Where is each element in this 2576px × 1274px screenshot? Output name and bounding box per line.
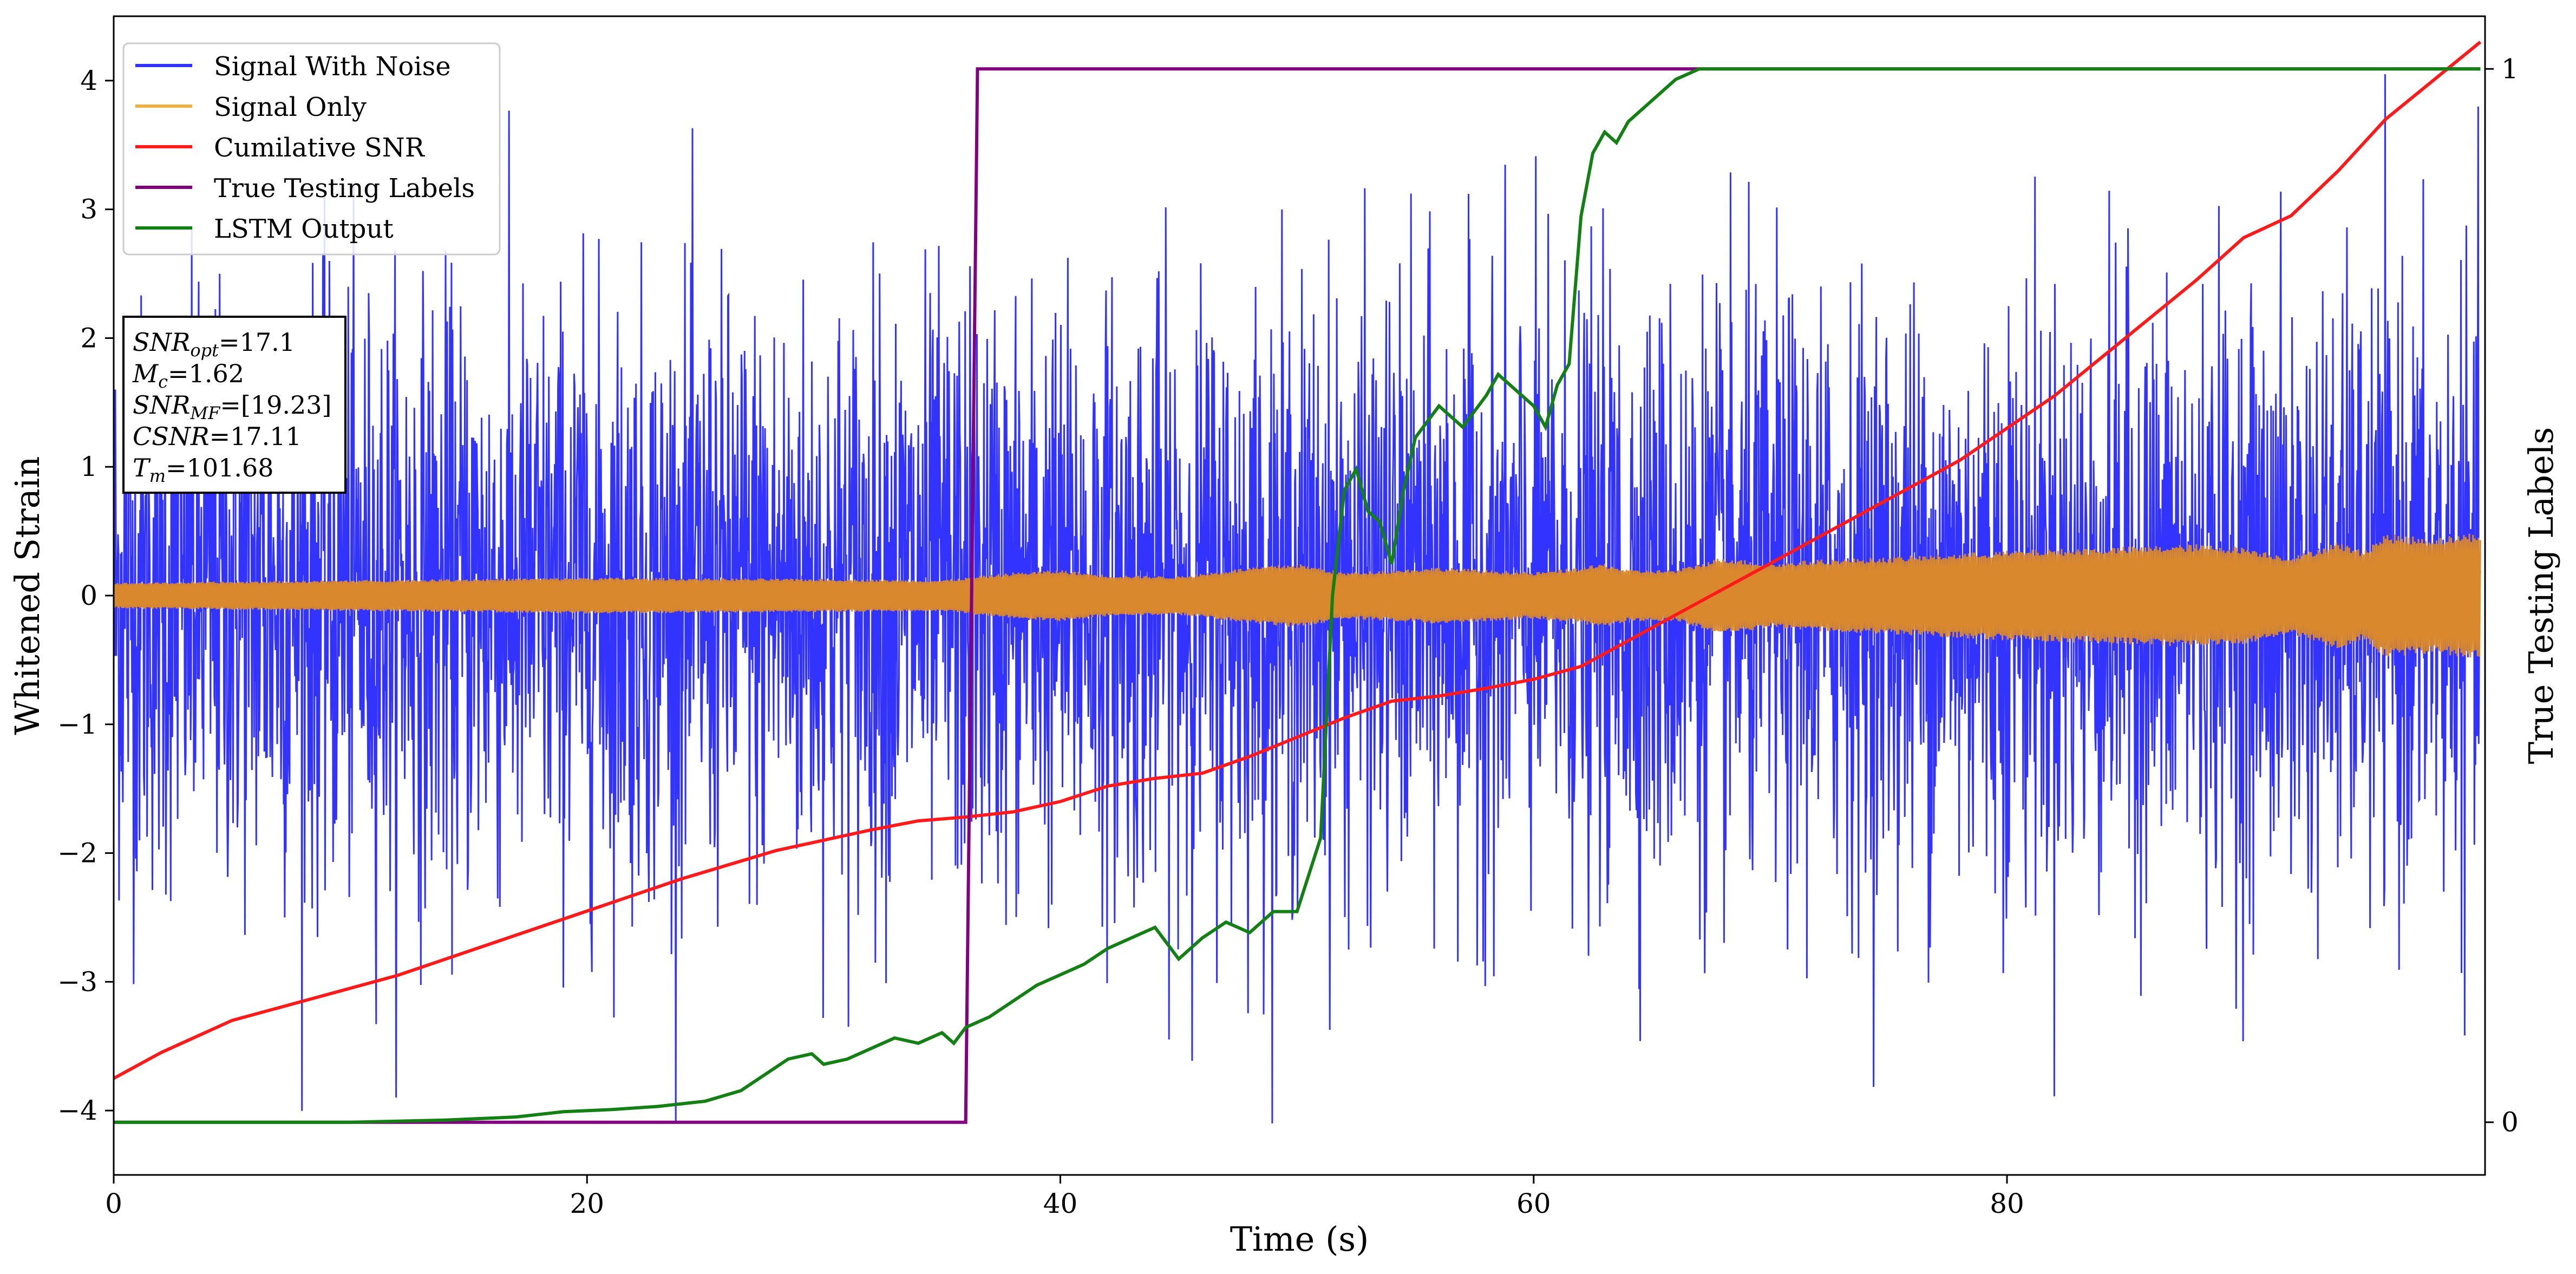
lstm-output-line xyxy=(114,67,2481,1124)
right-y-axis-label: True Testing Labels xyxy=(2521,427,2561,765)
x-tick-label: 0 xyxy=(105,1188,122,1219)
lstm-output-series xyxy=(114,67,2481,1124)
annotation-line: CSNR=17.11 xyxy=(133,422,302,451)
annotation-line: Mc=1.62 xyxy=(132,359,244,392)
legend-label: Signal Only xyxy=(214,92,367,122)
y-tick-label: −2 xyxy=(57,838,97,869)
parameter-annotation-box: SNRopt=17.1Mc=1.62SNRMF=[19.23]CSNR=17.1… xyxy=(122,316,346,494)
annotation-line: SNRopt=17.1 xyxy=(133,328,295,361)
annotation-line: SNRMF=[19.23] xyxy=(133,390,332,423)
plot-area xyxy=(113,15,2486,1176)
y-tick-label: −3 xyxy=(57,966,97,997)
y-tick-label: 0 xyxy=(80,580,97,611)
cumulative-snr-line xyxy=(113,41,2482,1080)
y-axis-label: Whitened Strain xyxy=(8,456,47,735)
x-tick-label: 80 xyxy=(1990,1188,2024,1219)
y-tick-label: 4 xyxy=(80,65,97,96)
legend-label: Signal With Noise xyxy=(214,51,451,82)
x-tick-label: 40 xyxy=(1043,1188,1078,1219)
x-axis-label: Time (s) xyxy=(1230,1219,1369,1259)
x-axis-ticks: 0 20 40 60 80 xyxy=(105,1175,2024,1219)
y-tick-label: −1 xyxy=(57,709,97,740)
y-tick-label: 1 xyxy=(80,451,97,482)
legend: Signal With Noise Signal Only Cumilative S… xyxy=(122,42,501,256)
cumulative-snr-series xyxy=(113,41,2482,1080)
y-tick-label: 2 xyxy=(80,322,97,354)
legend-box xyxy=(122,42,501,256)
x-tick-label: 60 xyxy=(1516,1188,1551,1219)
right-y-axis-ticks: 01 xyxy=(2485,53,2519,1138)
legend-label: True Testing Labels xyxy=(214,173,475,204)
legend-label: Cumilative SNR xyxy=(214,133,426,163)
x-tick-label: 20 xyxy=(570,1188,604,1219)
signal-only-line xyxy=(113,533,2481,658)
right-y-tick-label: 0 xyxy=(2501,1107,2519,1138)
y-tick-label: 3 xyxy=(80,194,97,225)
legend-label: LSTM Output xyxy=(214,214,394,244)
signal-only-series xyxy=(113,533,2481,658)
right-y-tick-label: 1 xyxy=(2501,53,2519,84)
annotation-box xyxy=(122,316,346,494)
y-axis-ticks: −4 −3 −2 −1 0 1 2 3 4 xyxy=(57,65,114,1126)
annotation-line: Tm=101.68 xyxy=(133,453,274,486)
y-tick-label: −4 xyxy=(57,1095,97,1126)
